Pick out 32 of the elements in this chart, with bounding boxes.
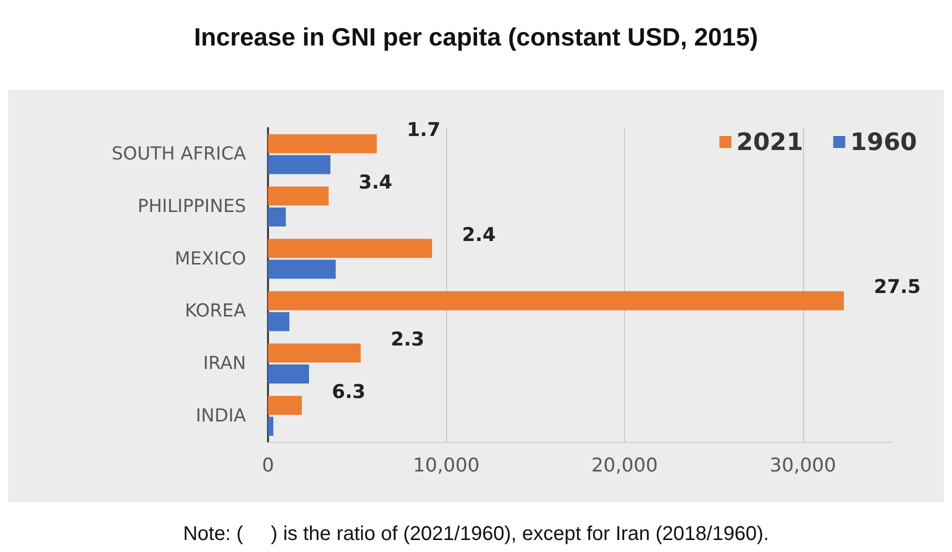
y-tick-label: MEXICO — [174, 248, 246, 270]
chart-title: Increase in GNI per capita (constant USD, 2015) — [194, 24, 758, 52]
bar — [268, 291, 844, 310]
x-tick-label: 30,000 — [770, 454, 836, 476]
bar — [268, 260, 336, 279]
text: Note: ( ) is the ratio of (2021/1960), except for Iran (2018/1960). — [183, 523, 769, 545]
bar — [268, 416, 274, 436]
legend-label: 1960 — [850, 128, 917, 156]
y-tick-label: PHILIPPINES — [138, 196, 246, 217]
bar — [268, 312, 290, 332]
y-tick-label: IRAN — [203, 353, 246, 374]
annotation: 27.5 — [874, 276, 921, 298]
y-tick-label: SOUTH AFRICA — [112, 144, 247, 165]
bar — [268, 207, 286, 226]
bar — [268, 396, 302, 415]
bar — [268, 186, 329, 206]
annotation: 3.4 — [358, 172, 392, 194]
bar — [268, 155, 330, 174]
x-tick-label: 0 — [262, 454, 274, 476]
annotation: 6.3 — [332, 380, 366, 403]
x-tick-label: 10,000 — [413, 454, 480, 476]
annotation: 2.4 — [462, 224, 496, 246]
bar — [268, 344, 361, 363]
bar — [268, 364, 310, 384]
x-tick-label: 20,000 — [591, 454, 658, 476]
bar — [268, 238, 432, 258]
legend-label: 2021 — [736, 128, 804, 156]
y-tick-label: KOREA — [184, 300, 247, 322]
bar — [268, 134, 377, 154]
y-tick-label: INDIA — [196, 405, 247, 426]
annotation: 2.3 — [390, 328, 424, 350]
annotation: 1.7 — [406, 119, 440, 142]
